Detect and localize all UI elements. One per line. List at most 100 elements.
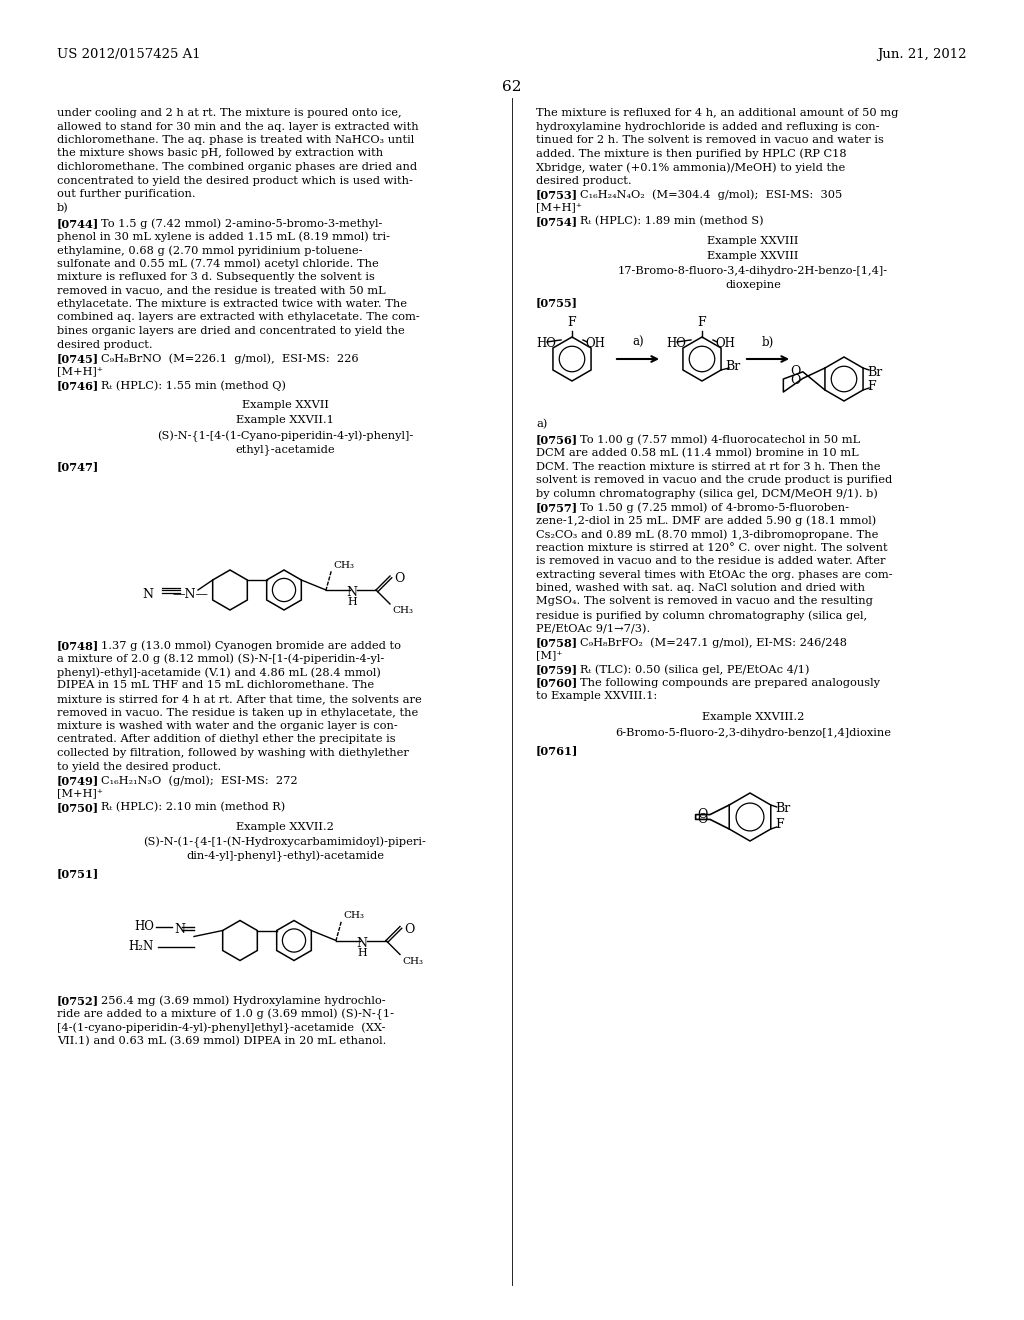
Text: removed in vacuo, and the residue is treated with 50 mL: removed in vacuo, and the residue is tre…: [57, 285, 386, 296]
Text: added. The mixture is then purified by HPLC (RP C18: added. The mixture is then purified by H…: [536, 149, 847, 160]
Text: centrated. After addition of diethyl ether the precipitate is: centrated. After addition of diethyl eth…: [57, 734, 395, 744]
Text: [0744]: [0744]: [57, 218, 99, 228]
Text: desired product.: desired product.: [57, 339, 153, 350]
Text: [0753]: [0753]: [536, 189, 579, 201]
Text: phenyl)-ethyl]-acetamide (V.1) and 4.86 mL (28.4 mmol): phenyl)-ethyl]-acetamide (V.1) and 4.86 …: [57, 667, 381, 677]
Text: —N—: —N—: [172, 587, 208, 601]
Text: Example XXVIII: Example XXVIII: [708, 251, 799, 261]
Text: [0761]: [0761]: [536, 746, 579, 756]
Text: N: N: [346, 586, 357, 599]
Text: N: N: [356, 937, 368, 950]
Text: combined aq. layers are extracted with ethylacetate. The com-: combined aq. layers are extracted with e…: [57, 313, 420, 322]
Text: C₁₆H₂₁N₃O  (g/mol);  ESI-MS:  272: C₁₆H₂₁N₃O (g/mol); ESI-MS: 272: [101, 775, 298, 785]
Text: [4-(1-cyano-piperidin-4-yl)-phenyl]ethyl}-acetamide  (XX-: [4-(1-cyano-piperidin-4-yl)-phenyl]ethyl…: [57, 1023, 385, 1034]
Text: [0748]: [0748]: [57, 640, 99, 651]
Text: [0746]: [0746]: [57, 380, 99, 391]
Text: concentrated to yield the desired product which is used with-: concentrated to yield the desired produc…: [57, 176, 413, 186]
Text: [0747]: [0747]: [57, 462, 99, 473]
Text: Br: Br: [725, 359, 740, 372]
Text: removed in vacuo. The residue is taken up in ethylacetate, the: removed in vacuo. The residue is taken u…: [57, 708, 418, 718]
Text: dioxepine: dioxepine: [725, 280, 781, 290]
Text: DCM are added 0.58 mL (11.4 mmol) bromine in 10 mL: DCM are added 0.58 mL (11.4 mmol) bromin…: [536, 447, 859, 458]
Text: to Example XXVIII.1:: to Example XXVIII.1:: [536, 690, 657, 701]
Text: O: O: [404, 923, 415, 936]
Text: 62: 62: [502, 81, 522, 94]
Text: Xbridge, water (+0.1% ammonia)/MeOH) to yield the: Xbridge, water (+0.1% ammonia)/MeOH) to …: [536, 162, 845, 173]
Text: a): a): [632, 337, 644, 348]
Text: to yield the desired product.: to yield the desired product.: [57, 762, 221, 771]
Text: bines organic layers are dried and concentrated to yield the: bines organic layers are dried and conce…: [57, 326, 404, 337]
Text: Br: Br: [867, 366, 883, 379]
Text: Rₜ (HPLC): 1.89 min (method S): Rₜ (HPLC): 1.89 min (method S): [580, 216, 764, 226]
Text: tinued for 2 h. The solvent is removed in vacuo and water is: tinued for 2 h. The solvent is removed i…: [536, 135, 884, 145]
Text: b): b): [762, 337, 774, 348]
Text: zene-1,2-diol in 25 mL. DMF are added 5.90 g (18.1 mmol): zene-1,2-diol in 25 mL. DMF are added 5.…: [536, 516, 877, 527]
Text: the mixture shows basic pH, followed by extraction with: the mixture shows basic pH, followed by …: [57, 149, 383, 158]
Text: OH: OH: [585, 338, 605, 350]
Text: b): b): [57, 202, 69, 213]
Text: Example XXVIII: Example XXVIII: [708, 235, 799, 246]
Text: sulfonate and 0.55 mL (7.74 mmol) acetyl chloride. The: sulfonate and 0.55 mL (7.74 mmol) acetyl…: [57, 259, 379, 269]
Text: out further purification.: out further purification.: [57, 189, 196, 199]
Text: [0745]: [0745]: [57, 352, 99, 364]
Text: Example XXVII: Example XXVII: [242, 400, 329, 409]
Text: (S)-N-{1-[4-(1-Cyano-piperidin-4-yl)-phenyl]-: (S)-N-{1-[4-(1-Cyano-piperidin-4-yl)-phe…: [157, 430, 413, 442]
Text: phenol in 30 mL xylene is added 1.15 mL (8.19 mmol) tri-: phenol in 30 mL xylene is added 1.15 mL …: [57, 231, 390, 242]
Text: N: N: [174, 923, 185, 936]
Text: H: H: [347, 597, 357, 607]
Text: MgSO₄. The solvent is removed in vacuo and the resulting: MgSO₄. The solvent is removed in vacuo a…: [536, 597, 872, 606]
Text: PE/EtOAc 9/1→7/3).: PE/EtOAc 9/1→7/3).: [536, 623, 650, 634]
Text: dichloromethane. The aq. phase is treated with NaHCO₃ until: dichloromethane. The aq. phase is treate…: [57, 135, 415, 145]
Text: O: O: [394, 573, 404, 586]
Text: Rₜ (HPLC): 2.10 min (method R): Rₜ (HPLC): 2.10 min (method R): [101, 803, 286, 812]
Text: DIPEA in 15 mL THF and 15 mL dichloromethane. The: DIPEA in 15 mL THF and 15 mL dichloromet…: [57, 681, 374, 690]
Text: Example XXVII.2: Example XXVII.2: [237, 821, 334, 832]
Text: N: N: [142, 587, 154, 601]
Text: [0754]: [0754]: [536, 216, 579, 227]
Text: [0749]: [0749]: [57, 775, 99, 785]
Text: Br: Br: [775, 803, 791, 816]
Text: O: O: [697, 808, 708, 821]
Text: CH₃: CH₃: [392, 606, 413, 615]
Text: HO: HO: [134, 920, 154, 933]
Text: To 1.00 g (7.57 mmol) 4-fluorocatechol in 50 mL: To 1.00 g (7.57 mmol) 4-fluorocatechol i…: [580, 434, 860, 445]
Text: [0756]: [0756]: [536, 434, 579, 446]
Text: extracting several times with EtOAc the org. phases are com-: extracting several times with EtOAc the …: [536, 569, 893, 579]
Text: [0755]: [0755]: [536, 297, 578, 309]
Text: desired product.: desired product.: [536, 176, 632, 186]
Text: H₂N: H₂N: [129, 940, 154, 953]
Text: dichloromethane. The combined organic phases are dried and: dichloromethane. The combined organic ph…: [57, 162, 417, 172]
Text: F: F: [775, 818, 783, 832]
Text: ride are added to a mixture of 1.0 g (3.69 mmol) (S)-N-{1-: ride are added to a mixture of 1.0 g (3.…: [57, 1008, 394, 1020]
Text: [0760]: [0760]: [536, 677, 579, 689]
Text: [M]⁺: [M]⁺: [536, 651, 562, 660]
Text: din-4-yl]-phenyl}-ethyl)-acetamide: din-4-yl]-phenyl}-ethyl)-acetamide: [186, 850, 384, 862]
Text: [0750]: [0750]: [57, 803, 99, 813]
Text: mixture is washed with water and the organic layer is con-: mixture is washed with water and the org…: [57, 721, 397, 731]
Text: H: H: [357, 948, 367, 957]
Text: CH₃: CH₃: [343, 912, 364, 920]
Text: OH: OH: [715, 338, 735, 350]
Text: [0758]: [0758]: [536, 638, 579, 648]
Text: mixture is refluxed for 3 d. Subsequently the solvent is: mixture is refluxed for 3 d. Subsequentl…: [57, 272, 375, 282]
Text: Example XXVIII.2: Example XXVIII.2: [701, 713, 804, 722]
Text: [0759]: [0759]: [536, 664, 579, 675]
Text: [M+H]⁺: [M+H]⁺: [536, 202, 582, 213]
Text: residue is purified by column chromatography (silica gel,: residue is purified by column chromatogr…: [536, 610, 867, 620]
Text: US 2012/0157425 A1: US 2012/0157425 A1: [57, 48, 201, 61]
Text: F: F: [567, 315, 577, 329]
Text: Cs₂CO₃ and 0.89 mL (8.70 mmol) 1,3-dibromopropane. The: Cs₂CO₃ and 0.89 mL (8.70 mmol) 1,3-dibro…: [536, 529, 879, 540]
Text: VII.1) and 0.63 mL (3.69 mmol) DIPEA in 20 mL ethanol.: VII.1) and 0.63 mL (3.69 mmol) DIPEA in …: [57, 1036, 386, 1047]
Text: a mixture of 2.0 g (8.12 mmol) (S)-N-[1-(4-piperidin-4-yl-: a mixture of 2.0 g (8.12 mmol) (S)-N-[1-…: [57, 653, 384, 664]
Text: bined, washed with sat. aq. NaCl solution and dried with: bined, washed with sat. aq. NaCl solutio…: [536, 583, 865, 593]
Text: (S)-N-(1-{4-[1-(N-Hydroxycarbamimidoyl)-piperi-: (S)-N-(1-{4-[1-(N-Hydroxycarbamimidoyl)-…: [143, 837, 426, 849]
Text: Jun. 21, 2012: Jun. 21, 2012: [878, 48, 967, 61]
Text: allowed to stand for 30 min and the aq. layer is extracted with: allowed to stand for 30 min and the aq. …: [57, 121, 419, 132]
Text: DCM. The reaction mixture is stirred at rt for 3 h. Then the: DCM. The reaction mixture is stirred at …: [536, 462, 881, 471]
Text: Rₜ (TLC): 0.50 (silica gel, PE/EtOAc 4/1): Rₜ (TLC): 0.50 (silica gel, PE/EtOAc 4/1…: [580, 664, 810, 675]
Text: [M+H]⁺: [M+H]⁺: [57, 788, 103, 799]
Text: 1.37 g (13.0 mmol) Cyanogen bromide are added to: 1.37 g (13.0 mmol) Cyanogen bromide are …: [101, 640, 401, 651]
Text: reaction mixture is stirred at 120° C. over night. The solvent: reaction mixture is stirred at 120° C. o…: [536, 543, 888, 553]
Text: by column chromatography (silica gel, DCM/MeOH 9/1). b): by column chromatography (silica gel, DC…: [536, 488, 878, 499]
Text: O: O: [697, 813, 708, 826]
